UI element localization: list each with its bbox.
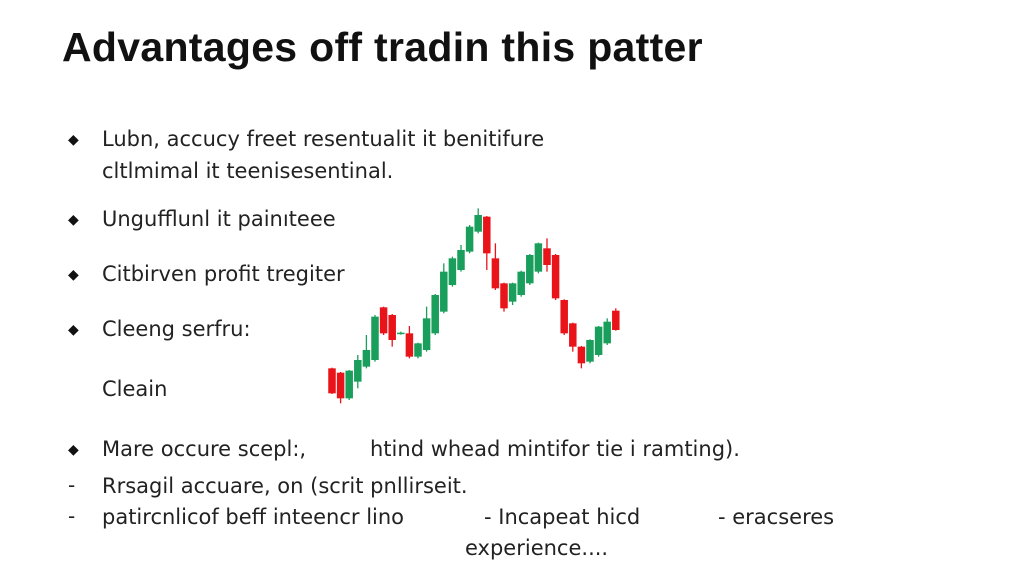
candle-body <box>371 316 379 360</box>
candle-body <box>500 283 508 309</box>
candle-body <box>405 333 414 357</box>
candle-down <box>379 306 388 335</box>
candle-body <box>577 346 586 364</box>
dash-marker: - <box>68 473 76 497</box>
candle-body <box>414 343 422 357</box>
candle-down <box>336 372 345 404</box>
candle-up <box>414 342 422 359</box>
candle-body <box>526 255 534 284</box>
candle-body <box>354 360 362 382</box>
bullet-text: Lubn, accucy freet resentualit it beniti… <box>102 127 545 151</box>
candle-body <box>594 326 603 355</box>
candle-up <box>440 263 448 314</box>
candle-down <box>500 282 508 312</box>
candle-up <box>534 242 543 274</box>
slide-title: Advantages off tradin this patter <box>62 24 703 70</box>
dash-marker: - <box>68 504 76 528</box>
candle-up <box>465 225 474 254</box>
candle-body <box>551 255 560 299</box>
candle-body <box>508 283 517 302</box>
candle-body <box>345 370 353 399</box>
candle-body <box>362 350 371 367</box>
candle-up <box>448 256 457 287</box>
candle-body <box>388 315 396 340</box>
candle-body <box>560 300 568 334</box>
candle-body <box>431 295 439 334</box>
bullet-text: Mare occure scepl:, <box>102 437 307 461</box>
candle-down <box>328 367 336 394</box>
bullet-text: patircnlicof beff inteencr lino <box>102 505 405 529</box>
bullet-text-continued: - eracseres <box>718 505 835 529</box>
candle-body <box>586 340 594 362</box>
candle-down <box>543 238 551 272</box>
candle-up <box>431 294 439 335</box>
candle-body <box>397 332 405 335</box>
candle-body <box>612 310 620 330</box>
bullet-text-continued: experience.... <box>465 536 609 560</box>
candle-down <box>569 322 577 352</box>
candle-down <box>491 243 500 290</box>
candle-down <box>405 326 414 359</box>
bullet-text: Cleain <box>102 377 168 401</box>
candle-body <box>569 323 577 347</box>
bullet-text: Ungufflunl it painıteee <box>102 207 336 231</box>
candle-up <box>397 331 405 335</box>
candle-body <box>379 307 388 334</box>
bullet-diamond-icon: ◆ <box>68 212 79 228</box>
candle-up <box>362 335 371 369</box>
candle-up <box>594 326 603 357</box>
candle-up <box>345 370 353 400</box>
candle-up <box>354 355 362 389</box>
bullet-diamond-icon: ◆ <box>68 442 79 458</box>
candle-up <box>422 306 431 352</box>
candle-down <box>483 216 491 270</box>
candle-body <box>440 271 448 312</box>
candle-up <box>371 315 379 362</box>
candlestick-chart <box>328 208 620 404</box>
candle-body <box>474 215 482 232</box>
candle-down <box>551 254 560 300</box>
candle-up <box>474 208 482 234</box>
candle-down <box>577 346 586 369</box>
candle-body <box>457 250 465 270</box>
bullet-text-continued: - Incapeat hicd <box>484 505 641 529</box>
candle-body <box>328 368 336 394</box>
candle-body <box>491 258 500 289</box>
candle-body <box>422 318 431 350</box>
candle-body <box>603 321 611 344</box>
candle-down <box>560 299 568 335</box>
candle-down <box>612 308 620 331</box>
candle-up <box>517 270 525 297</box>
candle-body <box>448 258 457 285</box>
candle-up <box>586 339 594 364</box>
candle-body <box>534 243 543 272</box>
bullet-diamond-icon: ◆ <box>68 322 79 338</box>
bullet-diamond-icon: ◆ <box>68 132 79 148</box>
candle-down <box>388 314 396 347</box>
bullet-text-continued: htind whead mintifor tie i ramting). <box>370 437 740 461</box>
bullet-diamond-icon: ◆ <box>68 267 79 283</box>
candle-up <box>457 245 465 272</box>
candle-up <box>603 318 611 345</box>
candle-body <box>543 248 551 265</box>
candle-up <box>526 254 534 285</box>
bullet-text: Cleeng serfru: <box>102 317 251 341</box>
candle-up <box>508 282 517 305</box>
candle-body <box>483 216 491 254</box>
bullet-text: Rrsagil accuare, on (scrit pnllirseit. <box>102 474 468 498</box>
bullet-text-continued: cltlmimal it teenisesentinal. <box>102 159 394 183</box>
candle-body <box>465 226 474 252</box>
bullet-text: Citbirven profit tregiter <box>102 262 345 286</box>
candle-body <box>517 271 525 295</box>
candle-body <box>336 372 345 399</box>
